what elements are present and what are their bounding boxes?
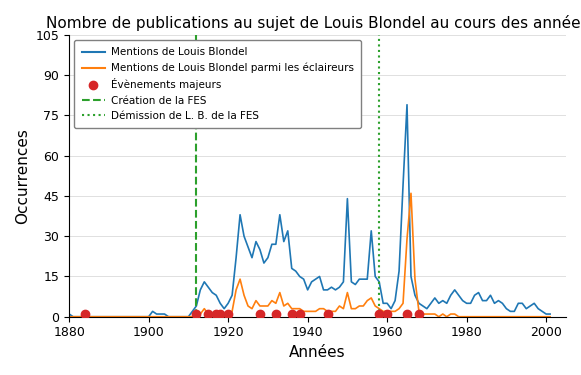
X-axis label: Années: Années: [289, 345, 346, 360]
Legend: Mentions de Louis Blondel, Mentions de Louis Blondel parmi les éclaireurs, Évène: Mentions de Louis Blondel, Mentions de L…: [74, 40, 361, 128]
Title: Nombre de publications au sujet de Louis Blondel au cours des années: Nombre de publications au sujet de Louis…: [46, 15, 581, 31]
Y-axis label: Occurrences: Occurrences: [15, 128, 30, 224]
